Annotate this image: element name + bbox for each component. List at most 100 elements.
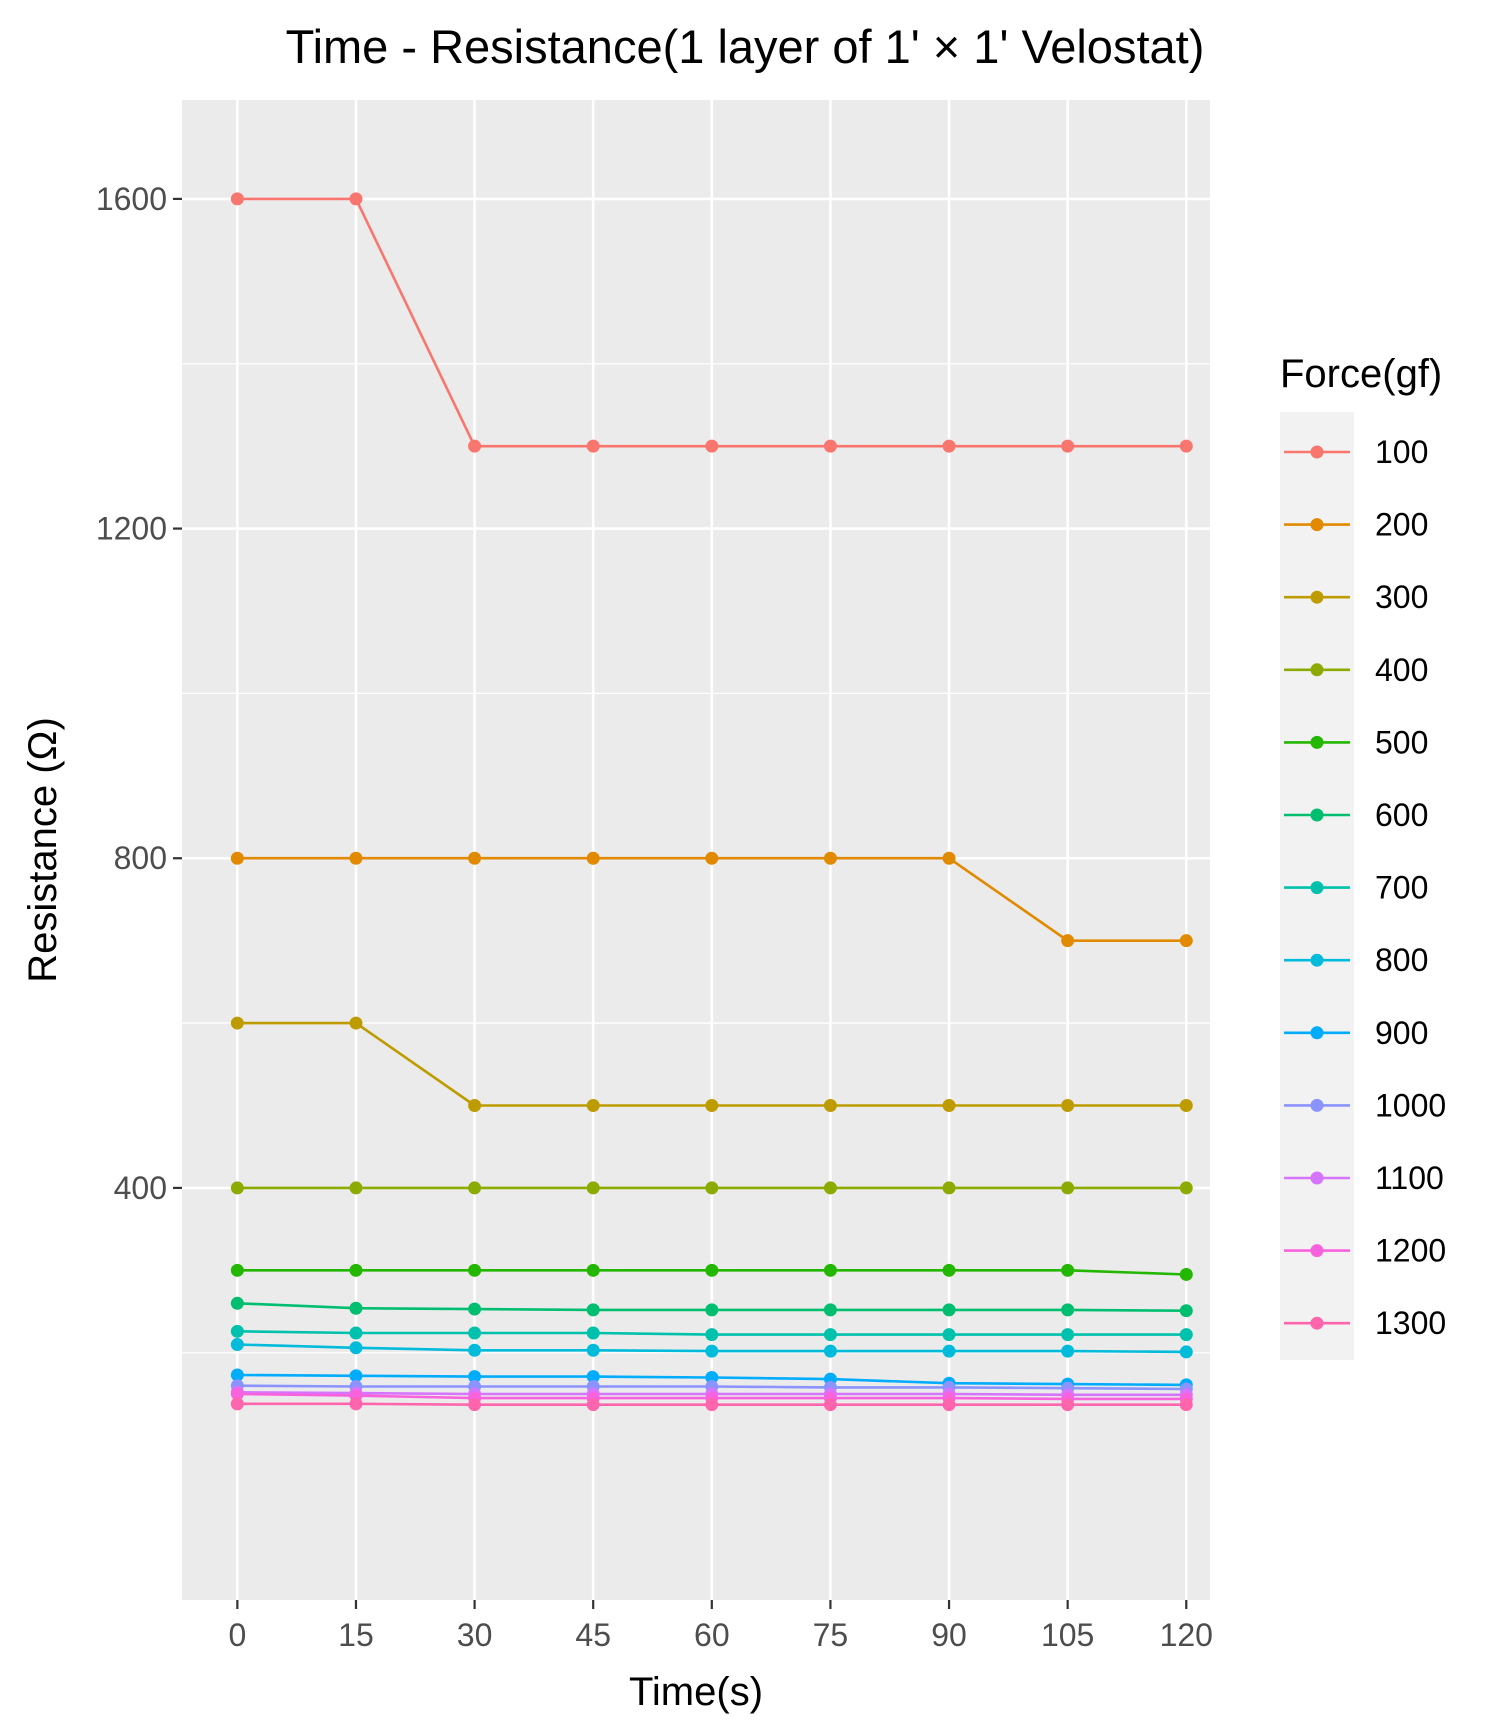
data-point [468,1326,482,1340]
data-point [823,1328,837,1342]
legend-key-point [1310,445,1324,459]
data-point [230,1397,244,1411]
data-point [942,1181,956,1195]
data-point [942,1303,956,1317]
x-tick-label: 90 [931,1617,967,1653]
data-point [942,1098,956,1112]
data-point [1179,1267,1193,1281]
data-point [468,1098,482,1112]
data-point [586,1098,600,1112]
data-point [230,1324,244,1338]
data-point [1061,1344,1075,1358]
data-point [823,1303,837,1317]
legend-key-point [1310,953,1324,967]
legend-label: 300 [1375,579,1428,615]
data-point [586,1398,600,1412]
legend-item-1100: 1100 [1284,1160,1444,1196]
legend-item-1200: 1200 [1284,1233,1446,1269]
data-point [1061,1181,1075,1195]
data-point [230,1368,244,1382]
data-point [230,1181,244,1195]
data-point [823,1344,837,1358]
x-tick-label: 75 [813,1617,849,1653]
data-point [1061,1398,1075,1412]
legend-key-point [1310,1244,1324,1258]
data-point [1179,1304,1193,1318]
x-tick-label: 0 [228,1617,246,1653]
data-point [1061,934,1075,948]
legend-key-point [1310,1316,1324,1330]
data-point [705,1181,719,1195]
x-tick-label: 105 [1041,1617,1094,1653]
data-point [705,1098,719,1112]
series-layer [230,192,1193,1412]
legend-item-500: 500 [1284,724,1428,760]
x-tick-label: 120 [1160,1617,1213,1653]
legend-item-100: 100 [1284,434,1428,470]
y-axis: 400 800 1200 1600 [96,181,182,1206]
series-800 [230,1338,1193,1359]
data-point [586,1343,600,1357]
data-point [823,1263,837,1277]
legend-item-400: 400 [1284,652,1428,688]
data-point [705,1398,719,1412]
x-tick-label: 15 [338,1617,374,1653]
data-point [349,1181,363,1195]
legend-key-point [1310,1171,1324,1185]
data-point [349,1369,363,1383]
legend-label: 1000 [1375,1087,1446,1123]
data-point [1061,1303,1075,1317]
data-point [1179,1328,1193,1342]
data-point [1179,439,1193,453]
series-600 [230,1296,1193,1318]
legend-label: 400 [1375,652,1428,688]
data-point [823,1398,837,1412]
data-point [942,1328,956,1342]
data-point [349,1016,363,1030]
legend-item-700: 700 [1284,870,1428,906]
legend-key-point [1310,663,1324,677]
data-point [349,1301,363,1315]
data-point [942,851,956,865]
data-point [586,1370,600,1384]
legend-key-point [1310,590,1324,604]
data-point [586,1303,600,1317]
chart-title: Time - Resistance(1 layer of 1' × 1' Vel… [286,20,1205,73]
data-point [823,1181,837,1195]
data-point [705,1344,719,1358]
legend-label: 1100 [1375,1160,1444,1196]
data-point [468,439,482,453]
series-500 [230,1263,1193,1281]
legend-item-1300: 1300 [1284,1305,1446,1341]
data-point [823,439,837,453]
data-point [468,1370,482,1384]
y-tick-label: 1600 [96,181,167,217]
data-point [942,439,956,453]
data-point [468,851,482,865]
legend-item-600: 600 [1284,797,1428,833]
data-point [468,1263,482,1277]
legend-label: 1200 [1375,1233,1446,1269]
data-point [230,851,244,865]
data-point [349,1263,363,1277]
legend-label: 900 [1375,1015,1428,1051]
legend-item-800: 800 [1284,942,1428,978]
y-tick-label: 1200 [96,511,167,547]
data-point [468,1302,482,1316]
series-200 [230,851,1193,948]
data-point [1179,934,1193,948]
data-point [468,1181,482,1195]
data-point [1179,1181,1193,1195]
legend-key-point [1310,881,1324,895]
data-point [1179,1345,1193,1359]
data-point [1061,1098,1075,1112]
series-700 [230,1324,1193,1342]
data-point [230,1338,244,1352]
data-point [705,1370,719,1384]
data-point [705,851,719,865]
legend-item-900: 900 [1284,1015,1428,1051]
data-point [349,1397,363,1411]
data-point [705,1303,719,1317]
data-point [586,1181,600,1195]
